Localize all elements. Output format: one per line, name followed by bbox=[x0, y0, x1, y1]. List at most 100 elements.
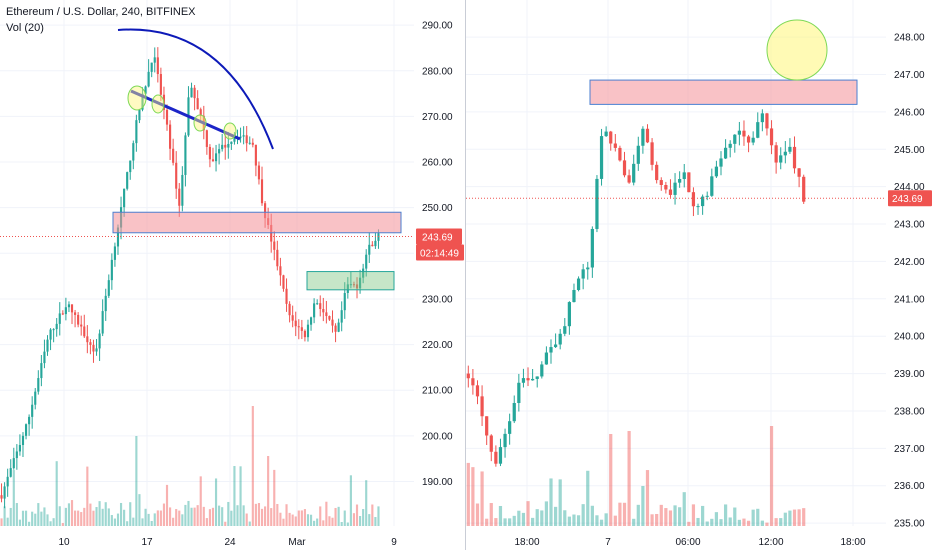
candle-body bbox=[586, 267, 590, 270]
volume-bar bbox=[595, 515, 599, 526]
candle-body bbox=[613, 143, 617, 148]
candle-body bbox=[46, 339, 49, 352]
volume-bar bbox=[797, 509, 801, 526]
volume-bar bbox=[98, 501, 101, 526]
volume-bar bbox=[632, 518, 636, 526]
volume-bar bbox=[126, 521, 129, 526]
candle-body bbox=[590, 228, 594, 268]
volume-bar bbox=[563, 510, 567, 526]
volume-bar bbox=[737, 519, 741, 526]
volume-bar bbox=[540, 510, 544, 526]
volume-bar bbox=[678, 507, 682, 526]
volume-bar bbox=[61, 522, 64, 526]
candle-body bbox=[18, 445, 21, 452]
y-tick-label: 242.00 bbox=[894, 257, 925, 268]
candle-body bbox=[150, 62, 153, 72]
y-tick-label: 250.00 bbox=[422, 203, 453, 214]
volume-bar bbox=[521, 512, 526, 526]
volume-bar bbox=[40, 511, 43, 526]
volume-bar bbox=[303, 509, 306, 526]
volume-bar bbox=[58, 506, 61, 526]
candle-body bbox=[576, 278, 581, 290]
candle-body bbox=[765, 113, 769, 129]
last-price-tag bbox=[416, 228, 462, 245]
volume-bar bbox=[104, 502, 107, 526]
candle-body bbox=[211, 159, 215, 162]
volume-bar bbox=[517, 510, 521, 526]
candle-body bbox=[15, 451, 18, 459]
volume-bar bbox=[294, 516, 297, 526]
candle-body bbox=[12, 458, 15, 469]
candle-body bbox=[337, 322, 340, 332]
candle-body bbox=[655, 164, 659, 181]
volume-bar bbox=[153, 513, 156, 526]
volume-bar bbox=[245, 513, 248, 526]
candle-body bbox=[92, 344, 95, 352]
volume-bar bbox=[92, 510, 95, 526]
y-tick-label: 239.00 bbox=[894, 369, 925, 380]
volume-bar bbox=[567, 516, 571, 526]
volume-bar bbox=[471, 467, 475, 526]
volume-bar bbox=[362, 509, 365, 526]
volume-bar bbox=[107, 508, 110, 526]
candle-body bbox=[159, 74, 162, 95]
volume-bar bbox=[687, 521, 691, 526]
volume-bar bbox=[144, 508, 147, 526]
candle-body bbox=[531, 378, 535, 381]
volume-bar bbox=[701, 505, 705, 526]
volume-bar bbox=[508, 518, 512, 526]
x-tick-label: 10 bbox=[58, 537, 70, 548]
volume-bar bbox=[586, 470, 590, 526]
volume-bar bbox=[178, 510, 181, 526]
volume-bar bbox=[498, 505, 503, 526]
right-chart-pane[interactable]: 248.00 247.00 246.00 245.00 244.00 243.00 242.… bbox=[466, 0, 932, 550]
left-chart-pane[interactable]: 290.00280.00270.00260.00250.00240.00230.… bbox=[0, 0, 466, 550]
volume-bar bbox=[9, 507, 12, 526]
candle-body bbox=[285, 288, 288, 304]
candle-body bbox=[322, 309, 325, 313]
candle-body bbox=[480, 396, 484, 417]
y-tick-label: 230.00 bbox=[422, 294, 453, 305]
candle-body bbox=[779, 155, 783, 163]
volume-bar bbox=[526, 501, 530, 526]
candle-body bbox=[678, 179, 682, 183]
volume-bar bbox=[650, 514, 654, 526]
left-chart[interactable]: 290.00280.00270.00260.00250.00240.00230.… bbox=[0, 0, 466, 550]
volume-bar bbox=[264, 506, 267, 526]
volume-bar bbox=[531, 517, 535, 526]
volume-bar bbox=[765, 522, 769, 526]
candle-body bbox=[362, 268, 365, 278]
candle-body bbox=[517, 382, 521, 404]
volume-bar bbox=[581, 504, 585, 526]
candle-body bbox=[595, 178, 599, 229]
candle-body bbox=[719, 158, 723, 167]
touch-point-circle bbox=[193, 114, 207, 132]
volume-bar bbox=[609, 434, 613, 526]
volume-bar bbox=[239, 466, 242, 526]
candle-body bbox=[156, 57, 159, 75]
touch-point-circle bbox=[127, 85, 147, 111]
volume-bar bbox=[641, 486, 645, 526]
candle-body bbox=[503, 433, 507, 448]
volume-bar bbox=[355, 504, 359, 526]
x-tick-label: Mar bbox=[288, 537, 306, 548]
candle-body bbox=[276, 249, 279, 267]
candle-body bbox=[673, 182, 677, 195]
chart-background bbox=[0, 0, 466, 550]
volume-bar bbox=[788, 510, 792, 526]
volume-bar bbox=[132, 517, 135, 526]
candle-body bbox=[377, 233, 380, 241]
volume-bar bbox=[549, 478, 553, 526]
candle-body bbox=[104, 295, 107, 312]
candle-body bbox=[475, 385, 480, 397]
volume-bar bbox=[494, 518, 498, 526]
volume-bar bbox=[668, 510, 673, 526]
volume-bar bbox=[346, 522, 349, 526]
volume-bar bbox=[214, 478, 218, 526]
candle-body bbox=[101, 311, 104, 334]
candle-body bbox=[659, 180, 663, 186]
volume-bar bbox=[371, 504, 374, 526]
candle-body bbox=[374, 240, 377, 247]
right-chart[interactable]: 248.00 247.00 246.00 245.00 244.00 243.00 242.… bbox=[466, 0, 932, 550]
volume-bar bbox=[480, 471, 484, 526]
